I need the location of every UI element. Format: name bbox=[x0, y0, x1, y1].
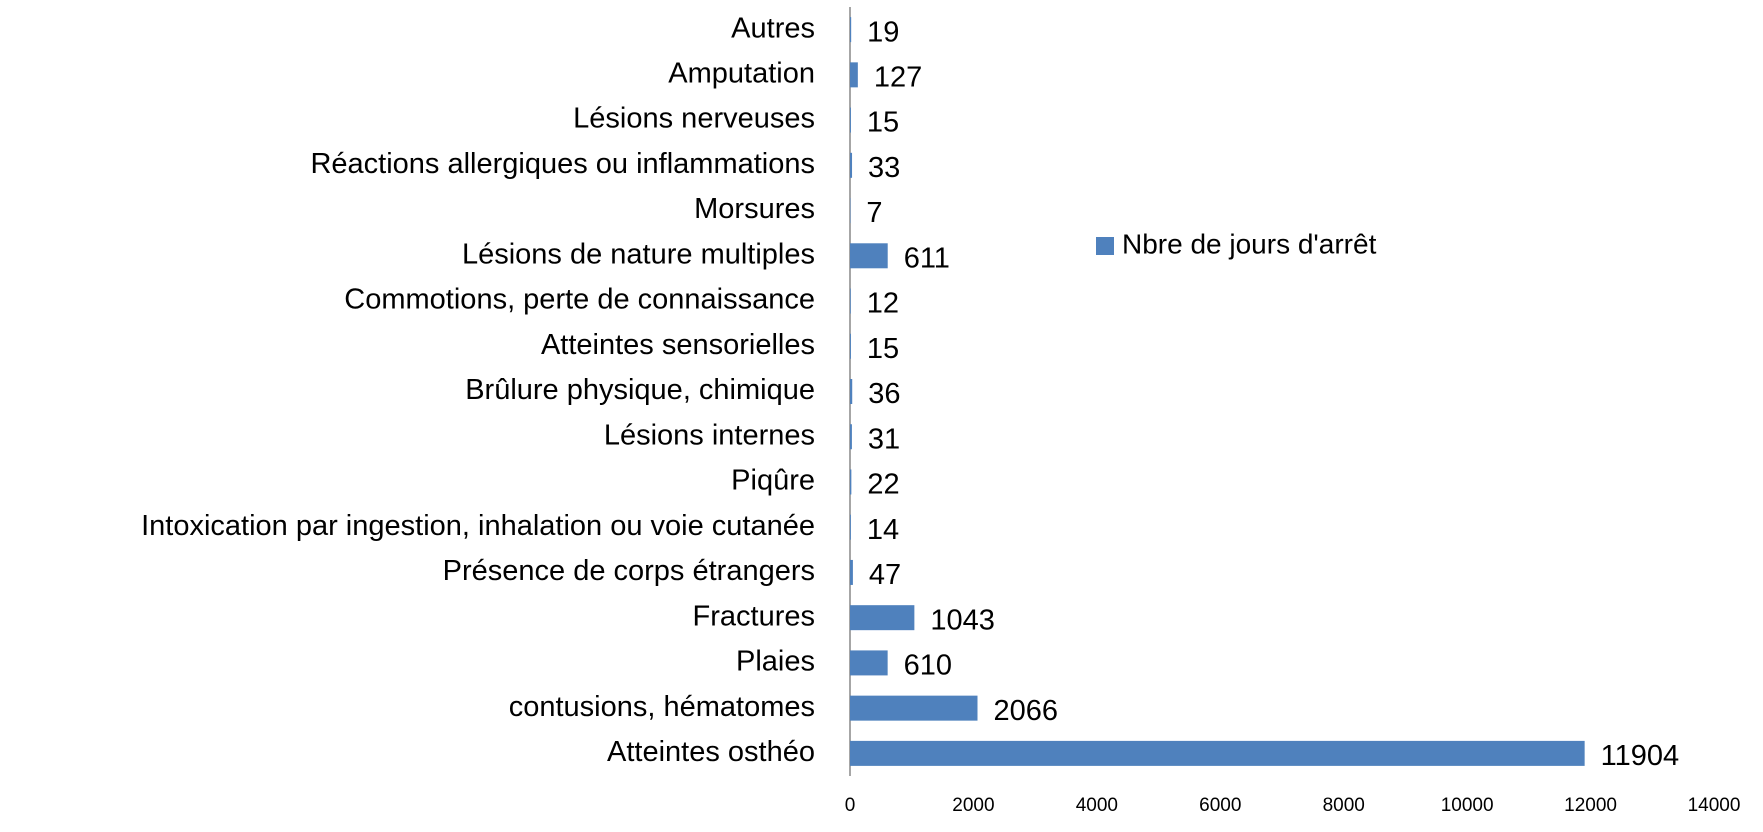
bar bbox=[850, 243, 888, 269]
y-tick-label: Amputation bbox=[668, 58, 815, 90]
value-label: 14 bbox=[867, 514, 899, 546]
x-tick-label: 12000 bbox=[1564, 795, 1617, 816]
value-label: 12 bbox=[867, 288, 899, 320]
bar bbox=[850, 514, 851, 540]
x-tick-label: 0 bbox=[845, 795, 856, 816]
y-tick-label: Lésions nerveuses bbox=[573, 103, 815, 135]
y-tick-label: Réactions allergiques ou inflammations bbox=[310, 148, 815, 180]
bar bbox=[850, 469, 852, 495]
y-tick-label: Autres bbox=[731, 12, 815, 44]
bar bbox=[850, 559, 853, 585]
y-tick-label: Lésions de nature multiples bbox=[462, 238, 815, 270]
y-tick-label: Fractures bbox=[693, 600, 815, 632]
bar bbox=[850, 17, 852, 43]
bar bbox=[850, 107, 851, 133]
value-label: 33 bbox=[868, 152, 900, 184]
bar bbox=[850, 424, 852, 450]
y-tick-label: Présence de corps étrangers bbox=[443, 555, 815, 587]
value-label: 36 bbox=[868, 378, 900, 410]
x-tick-label: 2000 bbox=[952, 795, 994, 816]
value-label: 1043 bbox=[930, 604, 995, 636]
bar bbox=[850, 288, 851, 314]
y-tick-label: Atteintes sensorielles bbox=[541, 329, 815, 361]
y-tick-label: Lésions internes bbox=[604, 419, 815, 451]
y-tick-label: Atteintes osthéo bbox=[607, 736, 815, 768]
bar bbox=[850, 333, 851, 359]
value-label: 611 bbox=[904, 242, 950, 274]
x-tick-label: 4000 bbox=[1076, 795, 1118, 816]
y-tick-label: contusions, hématomes bbox=[509, 691, 815, 723]
value-label: 19 bbox=[867, 16, 899, 48]
bar bbox=[850, 740, 1585, 766]
value-label: 31 bbox=[868, 423, 900, 455]
value-label: 7 bbox=[866, 197, 882, 229]
y-tick-label: Intoxication par ingestion, inhalation o… bbox=[141, 510, 815, 542]
y-tick-label: Morsures bbox=[694, 193, 815, 225]
x-tick-label: 10000 bbox=[1441, 795, 1494, 816]
value-label: 127 bbox=[874, 62, 922, 94]
value-label: 15 bbox=[867, 333, 899, 365]
bar bbox=[850, 695, 978, 721]
value-label: 610 bbox=[904, 650, 952, 682]
y-tick-label: Commotions, perte de connaissance bbox=[344, 284, 815, 316]
y-tick-label: Brûlure physique, chimique bbox=[465, 374, 815, 406]
value-label: 22 bbox=[867, 469, 899, 501]
value-label: 15 bbox=[867, 107, 899, 139]
bar bbox=[850, 379, 853, 404]
value-label: 47 bbox=[869, 559, 901, 591]
y-tick-label: Piqûre bbox=[731, 465, 815, 497]
bar bbox=[850, 152, 853, 178]
bar bbox=[850, 62, 858, 88]
x-tick-label: 6000 bbox=[1199, 795, 1241, 816]
y-tick-label: Plaies bbox=[736, 646, 815, 678]
legend-label: Nbre de jours d'arrêt bbox=[1122, 228, 1377, 259]
bar bbox=[850, 650, 888, 676]
value-label: 11904 bbox=[1601, 740, 1680, 772]
x-tick-label: 8000 bbox=[1323, 795, 1365, 816]
legend-swatch bbox=[1096, 237, 1114, 255]
value-label: 2066 bbox=[994, 695, 1059, 727]
bar bbox=[850, 605, 915, 631]
x-tick-label: 14000 bbox=[1688, 795, 1741, 816]
